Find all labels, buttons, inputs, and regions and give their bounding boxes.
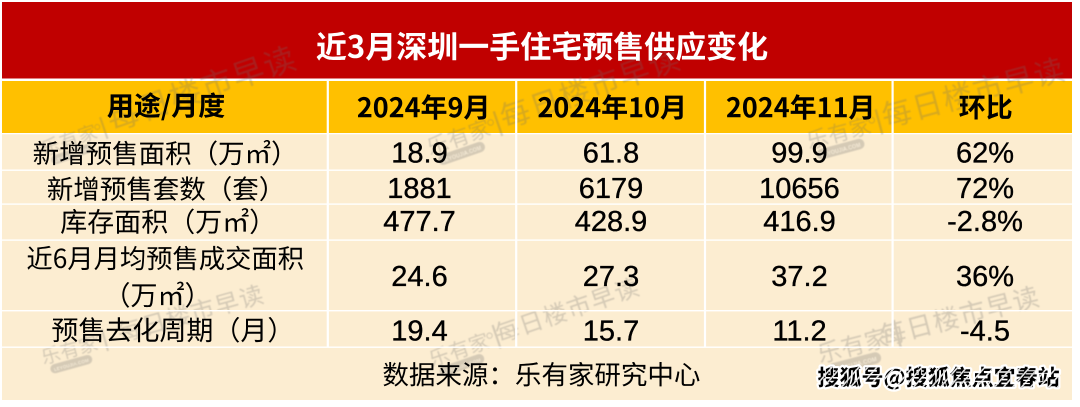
- svg-text:37.2: 37.2: [771, 261, 827, 293]
- svg-text:36%: 36%: [956, 261, 1014, 293]
- svg-text:18.9: 18.9: [391, 138, 447, 170]
- svg-text:11.2: 11.2: [772, 315, 826, 347]
- svg-text:27.3: 27.3: [583, 261, 639, 293]
- svg-text:10656: 10656: [759, 173, 840, 205]
- svg-text:15.7: 15.7: [583, 315, 639, 347]
- svg-text:99.9: 99.9: [771, 138, 827, 170]
- svg-text:-4.5: -4.5: [960, 315, 1010, 347]
- svg-text:61.8: 61.8: [583, 138, 639, 170]
- svg-text:1881: 1881: [387, 173, 452, 205]
- svg-text:72%: 72%: [956, 173, 1014, 205]
- svg-text:-2.8%: -2.8%: [947, 206, 1023, 238]
- svg-text:428.9: 428.9: [575, 206, 648, 238]
- svg-text:62%: 62%: [956, 138, 1014, 170]
- svg-text:6179: 6179: [579, 173, 644, 205]
- svg-text:19.4: 19.4: [391, 315, 447, 347]
- svg-text:24.6: 24.6: [391, 261, 447, 293]
- svg-text:416.9: 416.9: [763, 206, 836, 238]
- svg-text:477.7: 477.7: [383, 206, 456, 238]
